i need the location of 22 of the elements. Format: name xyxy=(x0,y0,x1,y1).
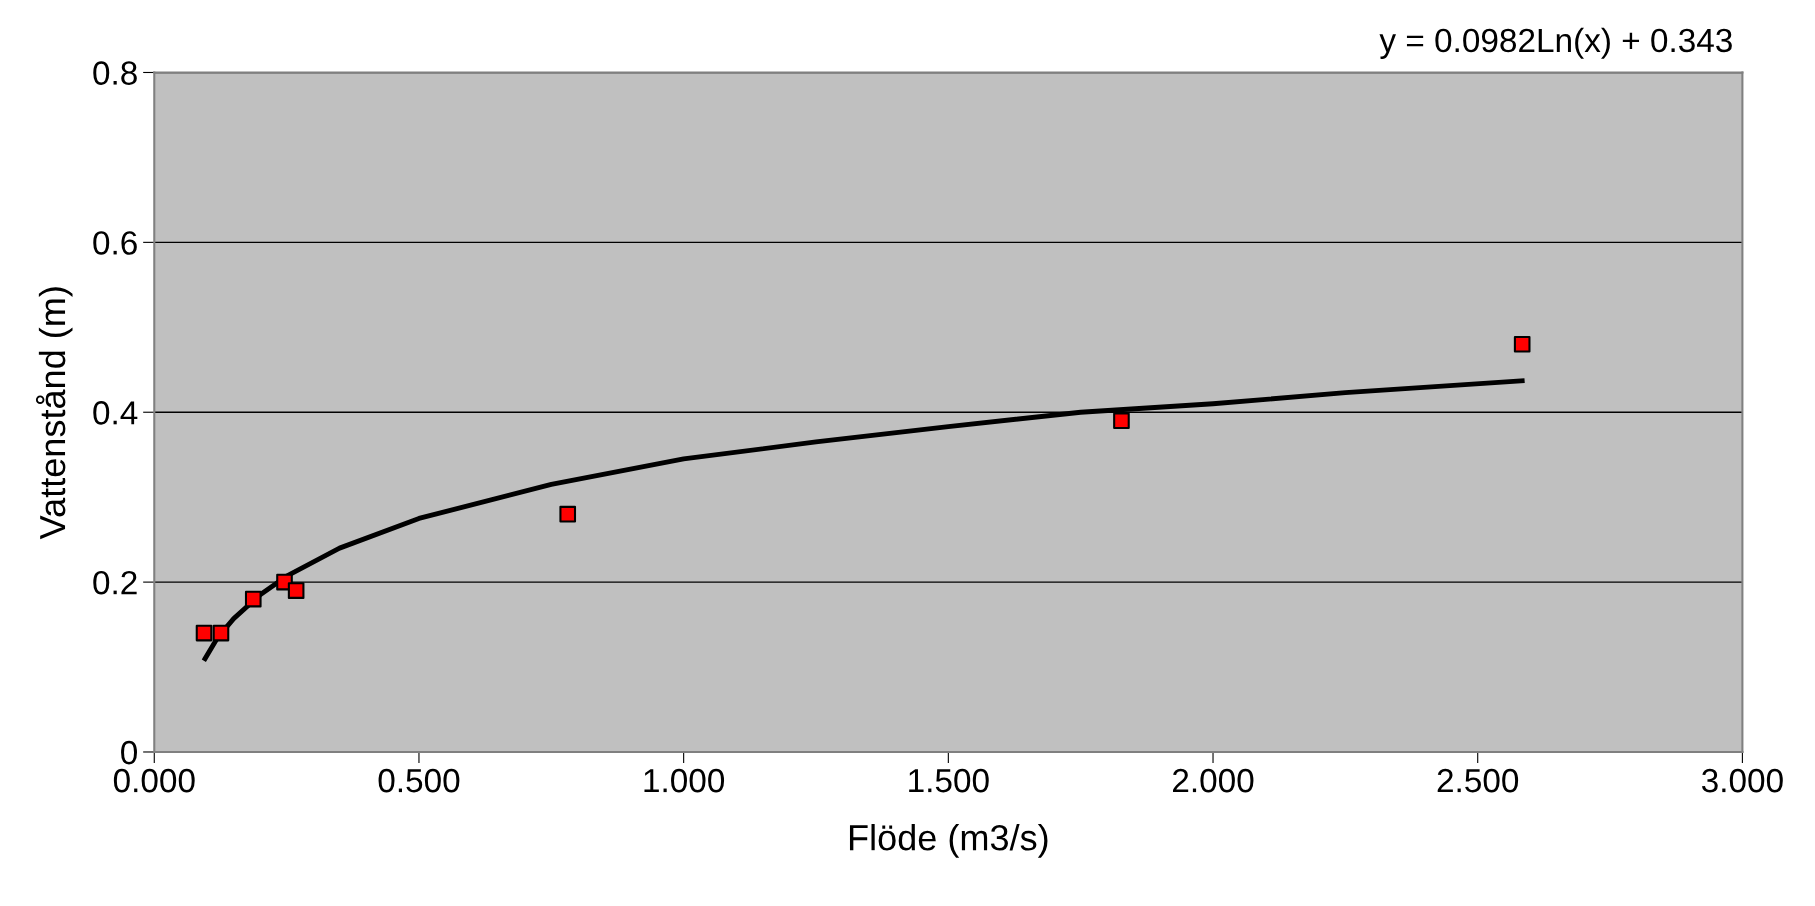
y-tick-label: 0.4 xyxy=(93,401,138,425)
x-tick-label: 1.500 xyxy=(909,768,989,793)
y-tick-label: 0.2 xyxy=(93,570,137,595)
point xyxy=(287,582,305,599)
y-tick-label: 0 xyxy=(121,740,137,765)
point xyxy=(559,505,577,523)
x-tick-label: 1.000 xyxy=(644,768,725,793)
x-tick-label: 2.000 xyxy=(1173,768,1254,793)
y-tick-label: 0.8 xyxy=(93,61,137,85)
point xyxy=(1513,335,1531,353)
x-tick-label: 0.000 xyxy=(113,768,195,793)
y-axis-title: Vattenstånd (m) xyxy=(35,287,73,540)
text: y = 0.0982Ln(x) + 0.343 xyxy=(1379,27,1732,59)
point xyxy=(244,590,262,608)
point xyxy=(212,624,230,642)
x-axis-title: Flöde (m3/s) xyxy=(849,824,1048,858)
x-tick-label: 3.000 xyxy=(1701,768,1783,793)
x-tick-label: 2.500 xyxy=(1437,768,1519,793)
point xyxy=(1113,412,1130,430)
x-tick-label: 0.500 xyxy=(378,768,460,793)
point xyxy=(195,624,213,642)
y-tick-label: 0.6 xyxy=(93,231,137,255)
